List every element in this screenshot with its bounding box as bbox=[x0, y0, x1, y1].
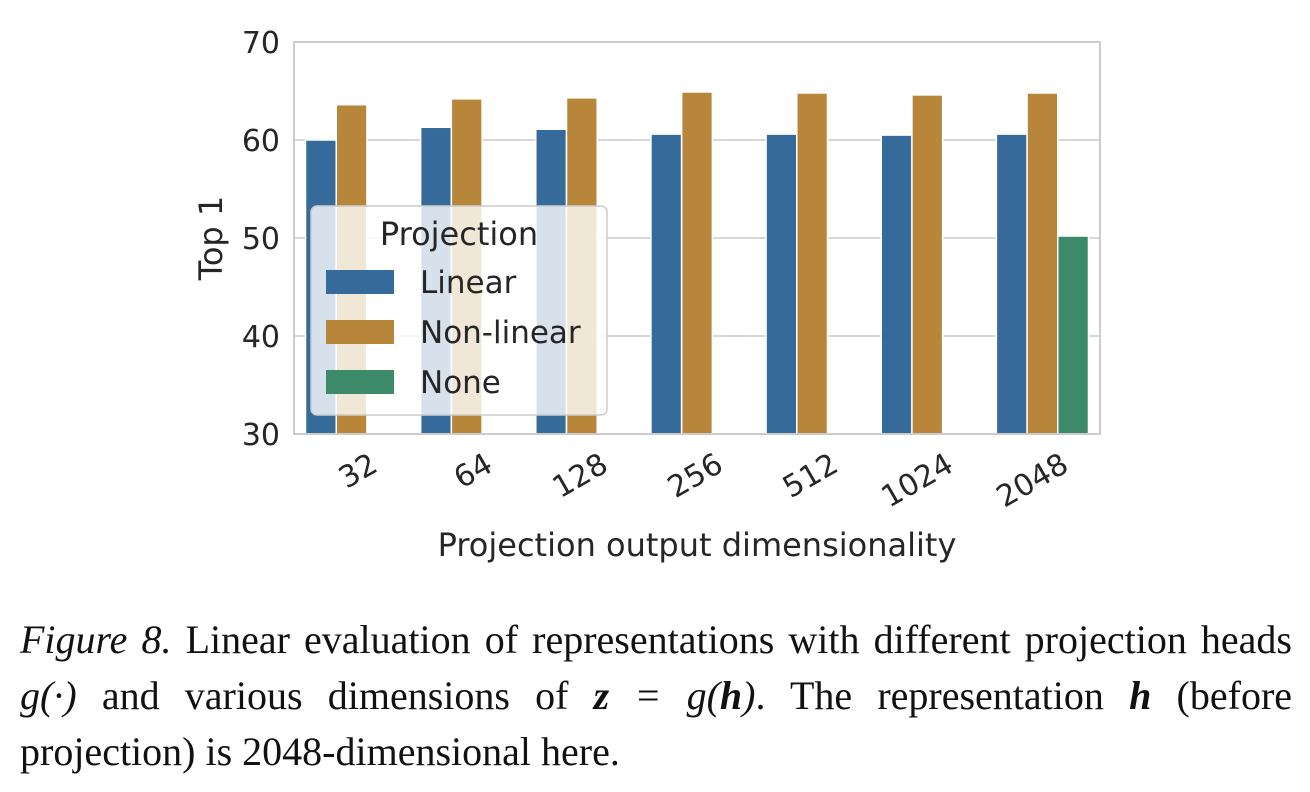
legend-swatch bbox=[326, 270, 394, 294]
bar-non-linear-2048 bbox=[1026, 92, 1059, 435]
x-tick-label: 2048 bbox=[991, 447, 1075, 515]
bar-non-linear-512 bbox=[796, 92, 829, 435]
caption-math-h: h bbox=[719, 673, 743, 718]
x-tick-labels: 32 64 128 256 512 1024 2048 bbox=[333, 447, 1074, 515]
y-tick-label: 70 bbox=[242, 26, 280, 61]
legend-title: Projection bbox=[380, 215, 538, 253]
caption-text: and various dimensions of bbox=[76, 673, 594, 718]
caption-math-close: ) bbox=[742, 673, 756, 718]
y-axis-label: Top 1 bbox=[192, 196, 230, 282]
caption-text: . The representation bbox=[755, 673, 1130, 718]
legend-label: Linear bbox=[420, 265, 517, 301]
legend: Projection Linear Non-linear None bbox=[310, 205, 608, 416]
caption-text: Linear evaluation of representations wit… bbox=[171, 617, 1292, 662]
bar-linear-512 bbox=[765, 133, 798, 435]
bar-none-2048 bbox=[1057, 235, 1090, 435]
bar-linear-256 bbox=[650, 133, 683, 435]
x-tick-label: 512 bbox=[777, 447, 844, 506]
x-tick-label: 1024 bbox=[876, 447, 960, 515]
legend-swatch bbox=[326, 320, 394, 344]
x-axis-label: Projection output dimensionality bbox=[438, 526, 957, 564]
y-tick-label: 30 bbox=[242, 418, 280, 453]
caption-math-g: g(·) bbox=[20, 673, 77, 718]
caption-text: (before projection) is 2048-dimensional … bbox=[20, 673, 1293, 774]
y-tick-label: 40 bbox=[242, 320, 280, 355]
bar-linear-1024 bbox=[880, 134, 913, 435]
y-tick-labels: 30 40 50 60 70 bbox=[242, 26, 280, 453]
bar-non-linear-1024 bbox=[911, 94, 944, 435]
y-tick-label: 50 bbox=[242, 222, 280, 257]
legend-box bbox=[310, 205, 608, 416]
caption-math-eq: = g( bbox=[609, 673, 720, 718]
x-tick-label: 256 bbox=[662, 447, 729, 506]
x-tick-label: 64 bbox=[448, 447, 499, 496]
legend-label: None bbox=[420, 365, 501, 401]
caption-math-h: h bbox=[1129, 673, 1152, 718]
legend-label: Non-linear bbox=[420, 315, 581, 351]
x-tick-label: 32 bbox=[333, 447, 384, 496]
legend-swatch bbox=[326, 370, 394, 394]
caption-label: Figure 8. bbox=[20, 617, 172, 662]
legend-items: Linear Non-linear None bbox=[326, 265, 581, 401]
caption-math-z: z bbox=[593, 673, 610, 718]
y-tick-label: 60 bbox=[242, 124, 280, 159]
bar-chart: 30 40 50 60 70 32 64 128 256 512 1024 2048 Top 1 P… bbox=[192, 26, 1101, 564]
bar-linear-2048 bbox=[995, 133, 1028, 435]
bar-non-linear-256 bbox=[680, 91, 714, 435]
figure-caption: Figure 8. Linear evaluation of represent… bbox=[20, 612, 1292, 780]
plot-frame bbox=[293, 41, 1101, 435]
x-tick-label: 128 bbox=[547, 447, 614, 506]
chart-container: 30 40 50 60 70 32 64 128 256 512 1024 2048 Top 1 P… bbox=[192, 26, 1101, 564]
